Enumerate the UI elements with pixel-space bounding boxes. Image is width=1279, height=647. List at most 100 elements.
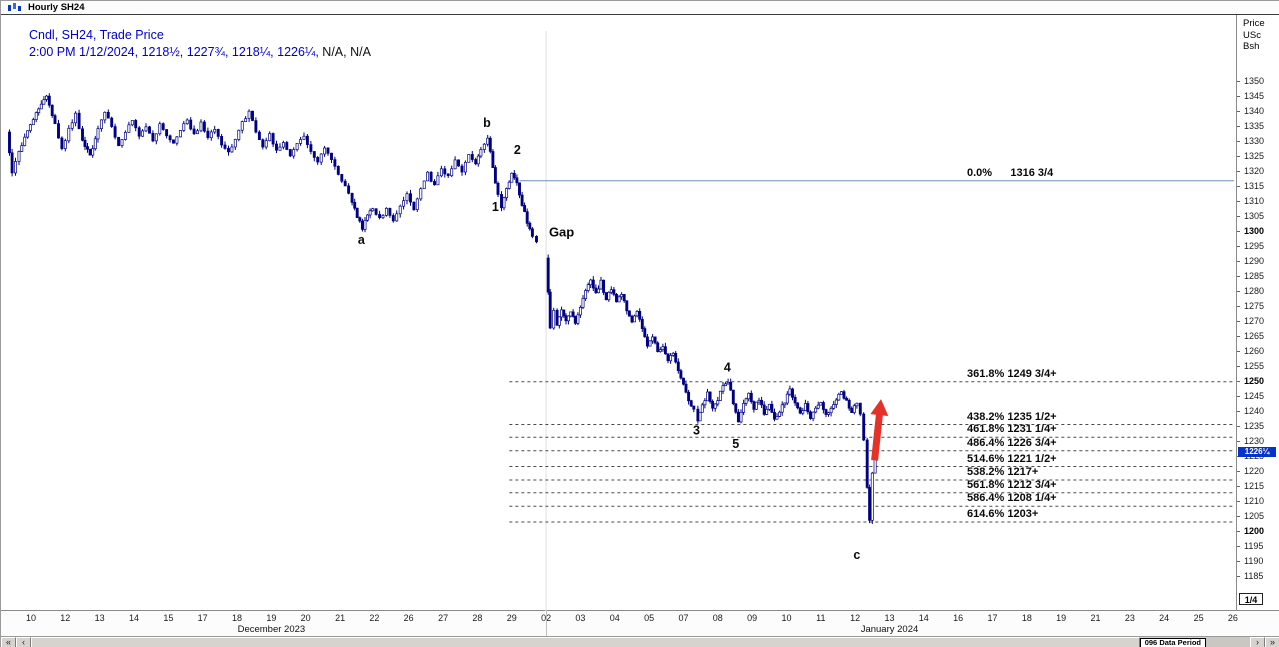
price-axis[interactable]: Price USc Bsh 1350 1345 1340 1335 1330 1325 13…	[1237, 15, 1279, 611]
candle-body	[168, 135, 172, 141]
candle-body	[615, 293, 618, 303]
candle-body	[852, 405, 856, 413]
candle-body	[450, 168, 454, 177]
candle-body	[275, 143, 278, 151]
candle-body	[798, 407, 802, 414]
scroll-far-right-button[interactable]: »	[1265, 637, 1279, 647]
price-tick	[1237, 246, 1240, 247]
wave-label: b	[483, 116, 491, 130]
price-tick	[1237, 231, 1240, 232]
candle-body	[721, 385, 725, 392]
candle-body	[137, 127, 141, 137]
candle-body	[633, 315, 636, 323]
candle-body	[439, 168, 443, 177]
candle-body	[850, 407, 854, 413]
candle-body	[496, 182, 500, 195]
candle-body	[154, 133, 158, 142]
data-period-badge: 096 Data Period	[1139, 637, 1206, 647]
price-tick-label: 1270	[1244, 316, 1265, 326]
candle-body	[353, 202, 357, 209]
price-tick-label: 1260	[1244, 346, 1265, 356]
candle-body	[663, 346, 667, 355]
candle-body	[26, 130, 30, 138]
candle-body	[689, 400, 693, 407]
candle-body	[45, 95, 48, 100]
price-axis-unit: Bsh	[1243, 41, 1260, 52]
candle-body	[638, 310, 642, 320]
date-tick-label: 19	[266, 613, 277, 623]
candle-body	[819, 402, 823, 406]
candle-body	[569, 311, 573, 317]
candle-body	[564, 315, 568, 322]
candle-body	[832, 404, 836, 409]
candle-body	[83, 139, 87, 147]
candle-body	[806, 403, 810, 413]
candle-body	[398, 205, 402, 215]
candle-body	[415, 198, 419, 210]
candle-body	[684, 383, 688, 393]
price-tick	[1237, 351, 1240, 352]
candle-body	[88, 148, 92, 156]
candle-body	[656, 342, 660, 352]
candle-body	[192, 128, 196, 135]
candle-body	[227, 148, 230, 153]
price-tick-label: 1335	[1244, 121, 1265, 131]
price-tick	[1237, 216, 1240, 217]
candle-body	[842, 391, 846, 399]
candle-body	[845, 397, 849, 401]
price-tick	[1237, 261, 1240, 262]
scrollbar-thumb[interactable]	[31, 637, 1140, 647]
candle-body	[60, 137, 64, 149]
candle-body	[643, 328, 647, 338]
candle-body	[510, 172, 514, 183]
price-tick	[1237, 156, 1240, 157]
scroll-left-button[interactable]: ‹	[16, 637, 31, 647]
candle-body	[648, 340, 652, 347]
price-tick-label: 1230	[1244, 436, 1265, 446]
candle-body	[520, 194, 524, 206]
candle-body	[20, 145, 24, 152]
candle-body	[698, 411, 702, 422]
price-tick-label: 1275	[1244, 301, 1265, 311]
scrollbar-track-right[interactable]	[1206, 637, 1250, 647]
price-tick	[1237, 561, 1240, 562]
price-tick-label: 1280	[1244, 286, 1265, 296]
candle-body	[343, 180, 347, 187]
candle-body	[837, 393, 841, 401]
candle-body	[316, 157, 320, 163]
candle-body	[185, 119, 189, 125]
scroll-far-left-button[interactable]: «	[1, 637, 16, 647]
time-axis[interactable]: 1012131415171819202122262728290203040507…	[1, 611, 1279, 637]
pane-titlebar[interactable]: Hourly SH24	[1, 1, 1279, 15]
candle-body	[463, 162, 467, 173]
candle-body	[93, 138, 97, 150]
scrollbar-track[interactable]	[31, 637, 1140, 647]
candle-body	[855, 402, 859, 407]
candle-body	[724, 383, 727, 387]
candle-body	[86, 146, 89, 150]
candle-body	[734, 403, 738, 413]
candle-body	[213, 129, 217, 133]
candle-body	[14, 161, 17, 174]
wave-label: 2	[514, 143, 521, 157]
date-tick-label: 13	[94, 613, 105, 623]
candle-body	[645, 336, 649, 347]
date-tick-label: 03	[575, 613, 586, 623]
candle-body	[295, 143, 299, 150]
candle-body	[801, 410, 805, 414]
date-tick-label: 12	[850, 613, 861, 623]
candle-body	[765, 408, 769, 415]
scroll-right-button[interactable]: ›	[1250, 637, 1265, 647]
candle-body	[223, 144, 227, 149]
date-tick-label: 21	[335, 613, 346, 623]
horizontal-scrollbar[interactable]: « ‹ 096 Data Period › »	[1, 637, 1279, 647]
candle-body	[752, 401, 756, 410]
chart-legend-ohlc: 2:00 PM 1/12/2024, 1218½, 1227¾, 1218¼, …	[29, 45, 319, 59]
wave-label: 4	[724, 361, 731, 375]
candle-body	[669, 355, 673, 362]
chart-plot-area[interactable]: a b 1 2 3 4 5 c Gap 0.0% 1316 3/4 361.8% 1249 3/4…	[1, 15, 1237, 611]
candle-body	[674, 352, 678, 363]
trend-arrow	[870, 399, 889, 461]
candle-body	[209, 131, 213, 139]
candle-body	[292, 149, 296, 157]
